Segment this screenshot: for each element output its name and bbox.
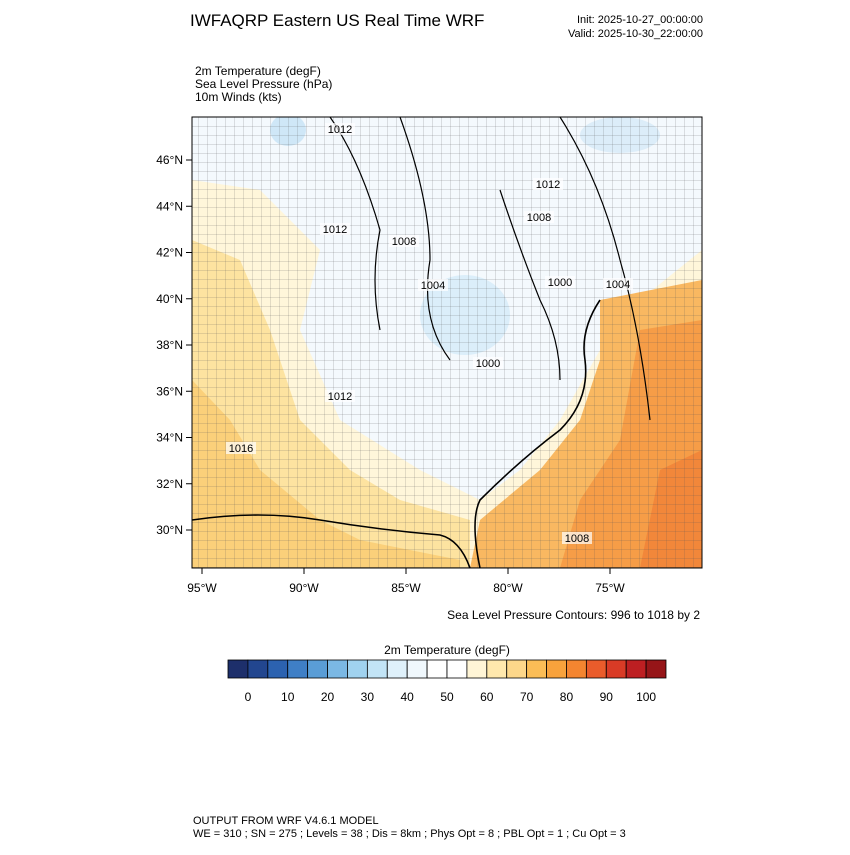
colorbar-swatch xyxy=(307,659,328,679)
contour-label: 1004 xyxy=(606,279,630,291)
colorbar-swatch xyxy=(526,659,547,679)
contour-label-box xyxy=(320,223,350,235)
contour-label: 1012 xyxy=(323,224,347,236)
footer-line: WE = 310 ; SN = 275 ; Levels = 38 ; Dis … xyxy=(193,828,626,840)
colorbar-label: 40 xyxy=(401,690,415,704)
colorbar-label: 20 xyxy=(321,690,335,704)
colorbar-title: 2m Temperature (degF) xyxy=(384,643,510,657)
lat-label: 38°N xyxy=(156,338,183,352)
contour-note: Sea Level Pressure Contours: 996 to 1018… xyxy=(447,608,700,622)
contour-label-box xyxy=(562,532,592,544)
lon-label: 85°W xyxy=(391,581,421,595)
contour-label: 1000 xyxy=(548,277,572,289)
contour-label-box xyxy=(418,279,448,291)
contour-labels: 1012 1012 1008 1004 1000 1012 1016 1012 1008 1000… xyxy=(226,123,633,545)
map-field xyxy=(192,117,702,568)
colorbar-label: 80 xyxy=(560,690,574,704)
lat-label: 30°N xyxy=(156,523,183,537)
contour-label-box xyxy=(545,276,575,288)
contour-label: 1004 xyxy=(421,280,445,292)
colorbar-swatch xyxy=(546,659,567,679)
colorbar-label: 60 xyxy=(480,690,494,704)
colorbar-label: 100 xyxy=(636,690,656,704)
colorbar-swatch xyxy=(327,659,348,679)
colorbar-swatch xyxy=(247,659,269,679)
lat-label: 40°N xyxy=(156,292,183,306)
colorbar-swatch xyxy=(446,659,468,679)
contour-label-box xyxy=(533,178,563,190)
contour-label: 1012 xyxy=(536,179,560,191)
colorbar-label: 30 xyxy=(361,690,375,704)
field-label: 2m Temperature (degF) xyxy=(195,64,321,78)
title: IWFAQRP Eastern US Real Time WRF xyxy=(190,11,484,30)
lon-label: 90°W xyxy=(289,581,319,595)
lat-label: 42°N xyxy=(156,246,183,260)
colorbar-label: 90 xyxy=(600,690,614,704)
lat-axis: 46°N 44°N 42°N 40°N 38°N 36°N 34°N 32°N 30°N xyxy=(156,153,192,537)
colorbar-swatch xyxy=(506,659,528,679)
valid-time: Valid: 2025-10-30_22:00:00 xyxy=(568,28,703,40)
contour-label: 1008 xyxy=(392,236,416,248)
footer-line: OUTPUT FROM WRF V4.6.1 MODEL xyxy=(193,815,379,827)
colorbar-swatch xyxy=(227,659,249,679)
contour-label: 1012 xyxy=(328,124,352,136)
colorbar-swatch xyxy=(486,659,508,679)
lat-label: 34°N xyxy=(156,431,183,445)
lon-label: 75°W xyxy=(595,581,625,595)
map-frame xyxy=(191,116,703,569)
field-label: Sea Level Pressure (hPa) xyxy=(195,77,332,91)
colorbar-swatch xyxy=(406,659,428,679)
colorbar-swatch xyxy=(566,659,587,679)
lon-axis: 95°W 90°W 85°W 80°W 75°W xyxy=(187,568,625,595)
contour-label: 1008 xyxy=(527,212,551,224)
colorbar-swatch xyxy=(267,659,289,679)
colorbar-label: 50 xyxy=(440,690,454,704)
colorbar-swatch xyxy=(466,659,488,679)
contour-label: 1000 xyxy=(476,358,500,370)
lat-label: 44°N xyxy=(156,199,183,213)
colorbar-swatch xyxy=(386,659,408,679)
lon-label: 95°W xyxy=(187,581,217,595)
colorbar: 0 10 20 30 40 50 60 70 80 90 100 xyxy=(227,659,667,704)
lat-label: 32°N xyxy=(156,477,183,491)
lat-label: 36°N xyxy=(156,384,183,398)
colorbar-swatch xyxy=(605,659,627,679)
contour-label: 1012 xyxy=(328,391,352,403)
lon-label: 80°W xyxy=(493,581,523,595)
contour-label: 1008 xyxy=(565,533,589,545)
init-time: Init: 2025-10-27_00:00:00 xyxy=(577,14,703,26)
colorbar-label: 70 xyxy=(520,690,534,704)
contour-label-box xyxy=(226,442,256,454)
colorbar-swatch xyxy=(585,659,607,679)
colorbar-swatch xyxy=(625,659,647,679)
colorbar-label: 10 xyxy=(281,690,295,704)
contour-label-box xyxy=(524,211,554,223)
colorbar-swatch xyxy=(645,659,667,679)
colorbar-swatch xyxy=(347,659,368,679)
contour-label-box xyxy=(325,390,355,402)
lat-label: 46°N xyxy=(156,153,183,167)
contour-label-box xyxy=(603,278,633,290)
contour-label: 1016 xyxy=(229,443,253,455)
contour-label-box xyxy=(325,123,355,135)
colorbar-label: 0 xyxy=(245,690,252,704)
contour-label-box xyxy=(473,357,503,369)
colorbar-swatch xyxy=(287,659,309,679)
contour-label-box xyxy=(389,235,419,247)
colorbar-swatch xyxy=(366,659,388,679)
colorbar-swatch xyxy=(426,659,448,679)
field-label: 10m Winds (kts) xyxy=(195,90,282,104)
